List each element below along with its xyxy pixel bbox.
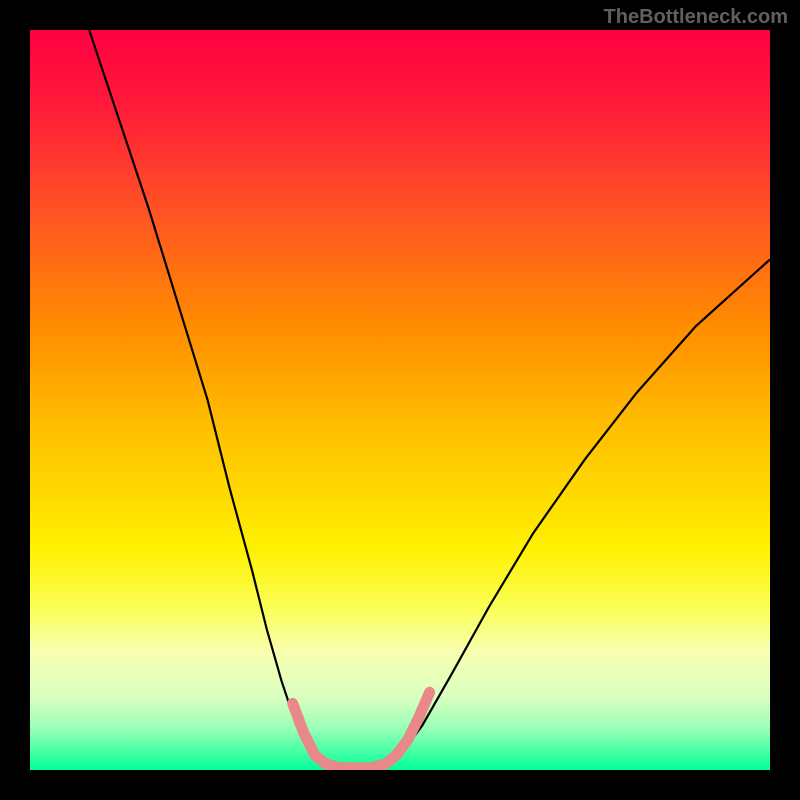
overlay-segment bbox=[326, 764, 385, 768]
overlay-segment bbox=[385, 692, 429, 764]
overlay-segments bbox=[293, 692, 430, 767]
chart-container: TheBottleneck.com bbox=[0, 0, 800, 800]
plot-area bbox=[30, 30, 770, 770]
watermark-text: TheBottleneck.com bbox=[604, 6, 788, 29]
main-curve bbox=[89, 30, 770, 770]
overlay-segment bbox=[293, 703, 326, 764]
curve-layer bbox=[30, 30, 770, 770]
